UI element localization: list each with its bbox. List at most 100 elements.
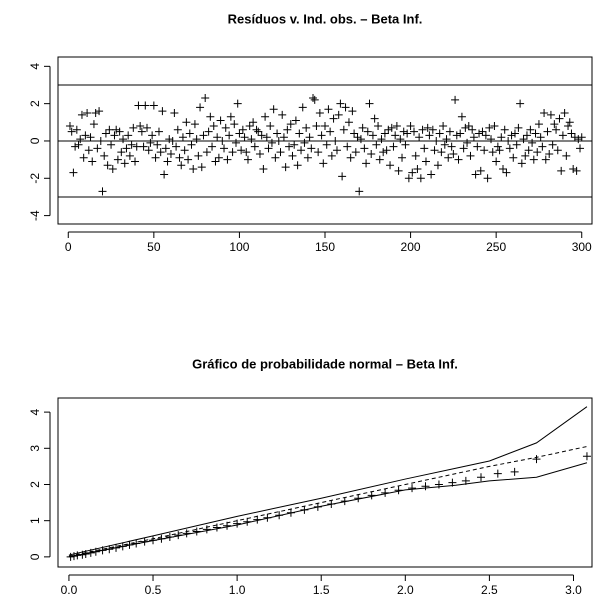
point [165, 532, 174, 541]
point [493, 142, 502, 151]
point [112, 125, 121, 134]
point [433, 161, 442, 170]
point [340, 497, 349, 506]
point [180, 146, 189, 155]
point [95, 107, 104, 116]
point [408, 484, 417, 493]
point [96, 136, 105, 145]
point [168, 136, 177, 145]
point [213, 133, 222, 142]
point [389, 142, 398, 151]
point [120, 159, 129, 168]
point [254, 127, 263, 136]
point [353, 133, 362, 142]
point [463, 138, 472, 147]
point [483, 174, 492, 183]
point [408, 168, 417, 177]
point [238, 125, 247, 134]
point [199, 131, 208, 140]
point [293, 161, 302, 170]
point [129, 123, 138, 132]
point [546, 110, 555, 119]
point [327, 500, 336, 509]
x-tick-label: 200 [401, 240, 421, 254]
point [314, 148, 323, 157]
point [88, 157, 97, 166]
point [310, 95, 319, 104]
point [420, 144, 429, 153]
point [235, 129, 244, 138]
point [558, 131, 567, 140]
x-tick-label: 100 [229, 240, 249, 254]
point [184, 155, 193, 164]
point [459, 144, 468, 153]
point [532, 455, 541, 464]
point [101, 129, 110, 138]
point [124, 131, 133, 140]
x-tick-label: 2.0 [397, 583, 414, 597]
point [516, 99, 525, 108]
point [262, 133, 271, 142]
point [368, 131, 377, 140]
point [421, 157, 430, 166]
point [223, 155, 232, 164]
point [118, 542, 127, 551]
point [69, 552, 78, 561]
y-tick-label: 4 [28, 63, 42, 70]
point [269, 105, 278, 114]
point [379, 148, 388, 157]
point [473, 142, 482, 151]
point [158, 107, 167, 116]
point [317, 131, 326, 140]
point [543, 127, 552, 136]
envelope-mean [68, 446, 588, 557]
point [182, 118, 191, 127]
point [144, 146, 153, 155]
point [319, 159, 328, 168]
point [71, 142, 80, 151]
point [156, 148, 165, 157]
point [428, 125, 437, 134]
point [329, 114, 338, 123]
point [471, 170, 480, 179]
x-tick-label: 300 [572, 240, 592, 254]
point [448, 478, 457, 487]
point [240, 133, 249, 142]
point [336, 99, 345, 108]
point [574, 135, 583, 144]
point [243, 155, 252, 164]
point [356, 135, 365, 144]
point [132, 539, 141, 548]
point [360, 144, 369, 153]
point [286, 120, 295, 129]
point [283, 125, 292, 134]
point [160, 170, 169, 179]
point [117, 148, 126, 157]
x-tick-label: 1.0 [229, 583, 246, 597]
point [225, 131, 234, 140]
point [295, 129, 304, 138]
point [401, 140, 410, 149]
point [67, 127, 76, 136]
point [196, 103, 205, 112]
x-tick-label: 3.0 [565, 583, 582, 597]
point [261, 112, 270, 121]
point [233, 519, 242, 528]
y-tick-label: 2 [28, 100, 42, 107]
point [259, 164, 268, 173]
point [216, 116, 225, 125]
point [79, 153, 88, 162]
plot-box [57, 397, 593, 568]
x-tick-label: 50 [147, 240, 161, 254]
point [208, 142, 217, 151]
point [220, 144, 229, 153]
point [271, 153, 280, 162]
point [275, 511, 284, 520]
point [526, 125, 535, 134]
point [65, 122, 74, 131]
point [81, 131, 90, 140]
point [415, 133, 424, 142]
chart-title: Gráfico de probabilidade normal – Beta I… [192, 356, 458, 371]
point [499, 164, 507, 173]
